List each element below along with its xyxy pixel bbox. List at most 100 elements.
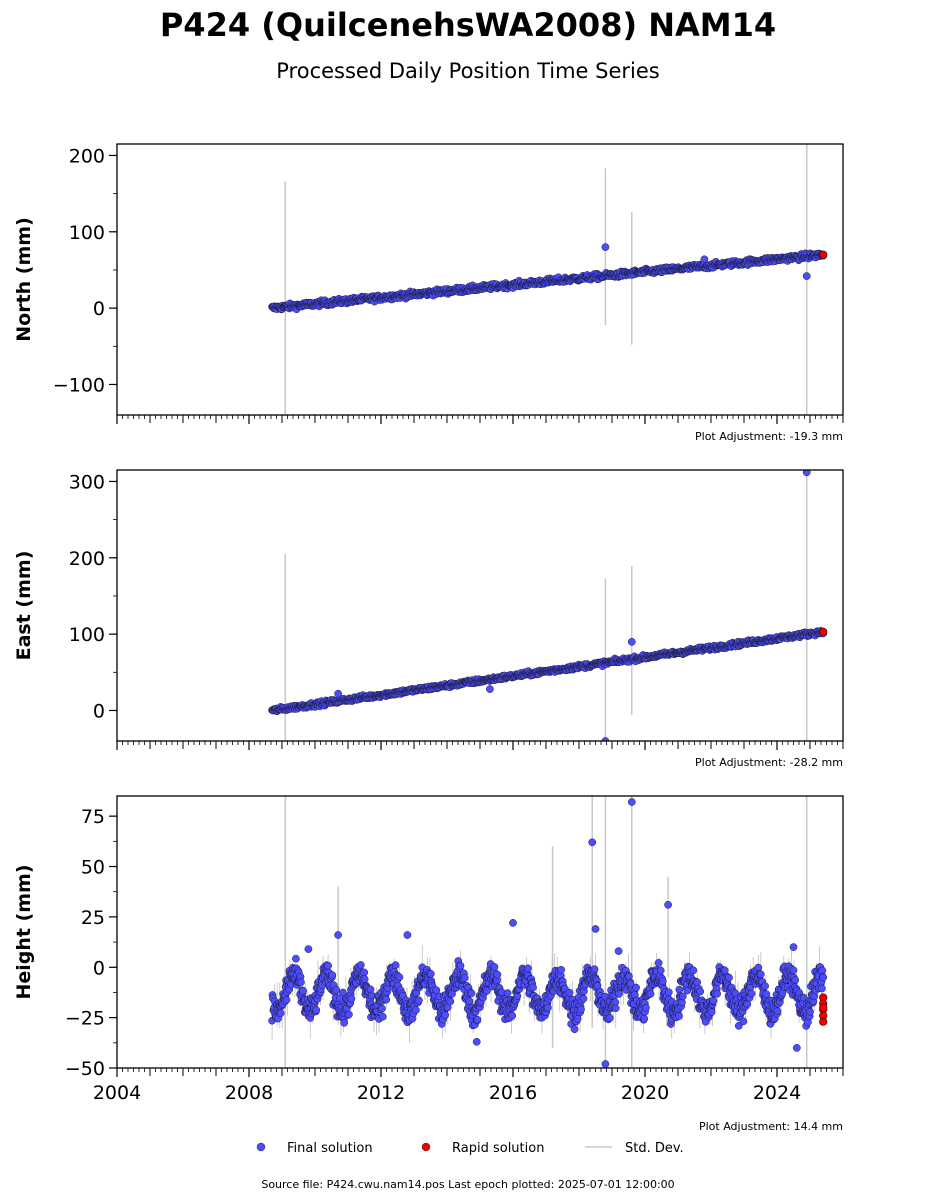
rapid-solution-point [819,250,828,259]
final-solution-point [382,995,391,1004]
final-solution-point [460,974,469,982]
final-solution-point [632,983,640,992]
final-solution-point [689,966,698,975]
final-solution-point [432,986,441,995]
final-solution-point [467,989,476,998]
final-solution-point [345,1010,353,1019]
final-solution-point [601,737,610,741]
y-tick-label: 50 [81,857,105,879]
y-axis-label: Height (mm) [13,864,35,999]
data-layer [268,144,828,415]
final-solution-point [378,1012,387,1021]
final-solution-point [579,994,588,1003]
final-solution-point [627,798,636,806]
final-solution-point [654,959,663,967]
final-solution-point [395,973,404,982]
legend-rapid-label: Rapid solution [452,1141,544,1156]
y-tick-label: −100 [53,374,105,396]
rapid-solution-point [819,627,828,636]
final-solution-point [664,900,672,909]
final-solution-point [391,961,400,970]
source-footer: Source file: P424.cwu.nam14.pos Last epo… [261,1178,674,1191]
final-solution-point [557,965,565,974]
final-solution-point [773,1007,782,1015]
final-solution-point [446,997,455,1006]
y-tick-label: −25 [65,1008,105,1030]
final-solution-point [761,982,769,990]
y-axis-label: North (mm) [13,217,35,342]
y-axis-label: East (mm) [13,551,35,661]
y-tick-label: 200 [69,145,105,167]
x-tick-label: 2012 [357,1082,405,1104]
final-solution-point [334,689,342,698]
final-solution-point [818,984,826,993]
plot-adjustment-note: Plot Adjustment: -19.3 mm [695,430,843,443]
figure-title: P424 (QuilcenehsWA2008) NAM14 [160,6,776,44]
legend-final-label: Final solution [287,1141,373,1156]
final-solution-point [754,963,763,972]
figure-subtitle: Processed Daily Position Time Series [276,59,660,83]
final-solution-point [292,954,300,963]
final-solution-point [524,964,532,973]
final-solution-point [707,1008,716,1017]
final-solution-point [472,1037,481,1046]
final-solution-point [360,975,369,983]
final-solution-point [503,989,512,997]
final-solution-point [696,987,705,996]
final-solution-point [570,1025,579,1034]
final-solution-point [486,685,494,693]
final-solution-point [312,1006,321,1014]
final-solution-point [762,990,771,998]
panel-frame [116,469,844,742]
final-solution-point [700,255,709,264]
final-solution-point [664,988,673,997]
data-layer [268,470,828,741]
final-solution-point [299,986,307,995]
final-solution-point [642,1003,650,1012]
y-tick-label: 200 [69,548,105,570]
final-solution-point [334,931,342,939]
final-solution-point [675,1012,683,1020]
panels: −100 0 100 200 North (mm) Plot Adjustment: -1… [13,143,844,1133]
final-solution-point [328,971,337,980]
y-tick-label: −50 [65,1058,105,1080]
final-solution-point [297,978,305,986]
y-tick-label: 25 [81,907,105,929]
panel-3: 2004 2008 2012 2016 2020 2024 −50 −25 0 25 50 75 Hei… [13,795,844,1133]
final-solution-point [490,963,499,971]
y-tick-label: 75 [81,806,105,828]
final-solution-point [304,945,313,953]
final-solution-point [356,961,365,969]
final-solution-point [573,1015,582,1023]
final-solution-point [747,989,756,998]
final-solution-point [456,961,465,970]
final-solution-point [332,985,341,994]
final-solution-point [588,838,597,847]
final-solution-point [709,996,718,1005]
final-solution-point [611,1004,620,1013]
final-solution-point [473,1015,482,1024]
final-solution-point [640,1014,649,1023]
final-solution-point [756,970,765,979]
final-solution-point [276,1009,285,1018]
final-solution-point [802,272,811,280]
final-solution-point [340,1018,349,1027]
final-solution-point [734,1021,743,1030]
final-solution-point [658,977,667,986]
final-solution-point [678,992,687,1001]
y-tick-label: 100 [69,624,105,646]
final-solution-point [792,1044,801,1052]
final-solution-point [615,989,623,998]
data-layer [268,796,828,1068]
panel-frame [116,795,844,1069]
final-solution-point [544,1003,552,1012]
final-solution-point [465,997,474,1005]
final-solution-point [529,983,537,992]
final-solution-point [675,985,684,994]
x-tick-label: 2024 [753,1082,801,1104]
panel-2: 0 100 200 300 East (mm) Plot Adjustment: -28.… [13,469,844,769]
panel-1: −100 0 100 200 North (mm) Plot Adjustment: -1… [13,143,844,443]
final-solution-point [482,987,491,995]
final-solution-point [591,925,600,933]
